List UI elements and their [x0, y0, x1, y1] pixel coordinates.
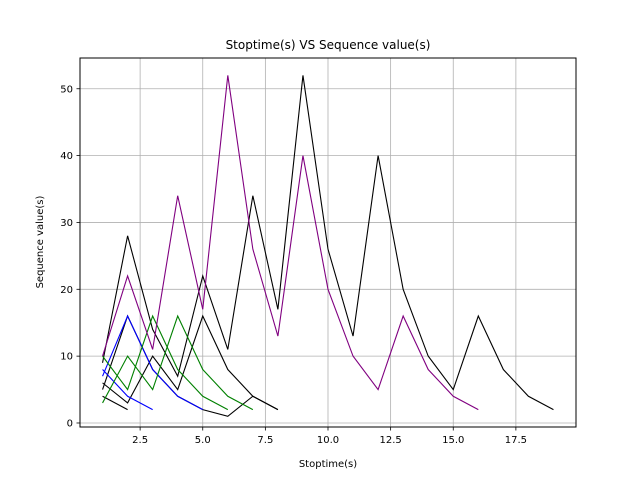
- series-line-7: [102, 314, 229, 411]
- x-tick-label: 5.0: [195, 435, 211, 446]
- x-tick-label: 12.5: [379, 435, 401, 446]
- series-line-6: [102, 314, 204, 411]
- y-tick-label: 40: [60, 151, 73, 162]
- y-tick-label: 20: [60, 285, 73, 296]
- y-axis-label: Sequence value(s): [35, 195, 46, 288]
- x-tick-label: 7.5: [257, 435, 273, 446]
- y-tick-label: 10: [60, 352, 73, 363]
- series-line-3: [102, 75, 554, 411]
- x-tick-label: 10.0: [317, 435, 339, 446]
- series-line-5: [102, 369, 153, 411]
- series-line-9: [102, 75, 479, 411]
- series-line-4: [102, 314, 279, 411]
- y-tick-label: 0: [67, 418, 73, 429]
- series-line-1: [102, 395, 128, 411]
- y-tick-label: 50: [60, 84, 73, 95]
- y-tick-label: 30: [60, 218, 73, 229]
- series-line-8: [102, 314, 254, 411]
- chart-title: Stoptime(s) VS Sequence value(s): [226, 38, 431, 52]
- x-tick-label: 2.5: [132, 435, 148, 446]
- series-lines: [102, 75, 554, 417]
- x-axis-label: Stoptime(s): [299, 459, 357, 470]
- x-tick-label: 15.0: [442, 435, 464, 446]
- axis-ticks: 2.5 5.0 7.5 10.0 12.5 15.0 17.5 0 10 20 30 40 50: [60, 84, 527, 446]
- grid-lines: [80, 58, 576, 427]
- x-tick-label: 17.5: [505, 435, 527, 446]
